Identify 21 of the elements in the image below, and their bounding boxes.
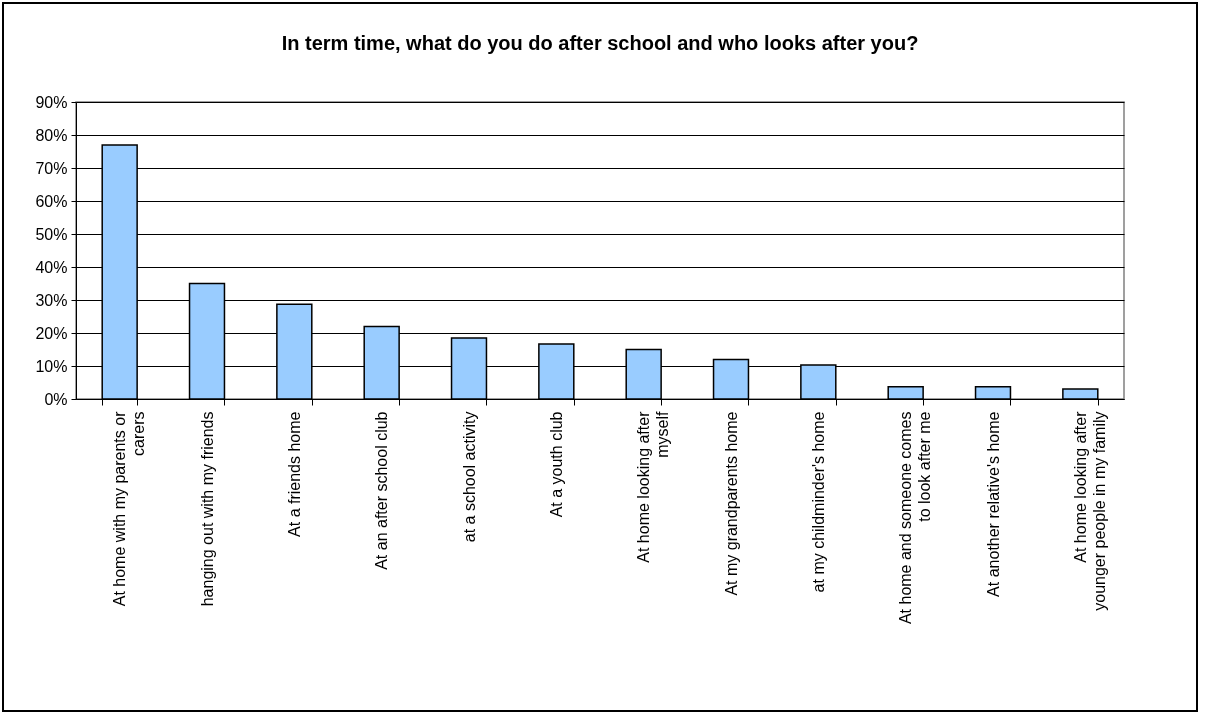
y-tick-label: 10% bbox=[35, 357, 68, 375]
x-tick-label: At home looking after myself bbox=[635, 410, 672, 563]
y-tick-label: 30% bbox=[35, 291, 68, 309]
x-tick-label: At another relative's home bbox=[984, 411, 1002, 597]
y-tick-label: 0% bbox=[44, 390, 68, 408]
x-tick-label: hanging out with my friends bbox=[198, 411, 216, 607]
y-tick-label: 50% bbox=[35, 225, 68, 243]
y-tick-label: 90% bbox=[35, 93, 68, 111]
chart-title: In term time, what do you do after school and who looks after you? bbox=[281, 32, 919, 54]
y-tick-label: 60% bbox=[35, 192, 68, 210]
x-tick-label: At a friends home bbox=[285, 411, 303, 537]
x-tick-label: at a school activity bbox=[460, 411, 478, 543]
y-tick-label: 40% bbox=[35, 258, 68, 276]
y-tick-label: 70% bbox=[35, 159, 68, 177]
x-tick-label: At a youth club bbox=[547, 411, 565, 518]
x-tick-label: At home with my parents or carers bbox=[111, 410, 148, 607]
y-tick-label: 80% bbox=[35, 126, 68, 144]
x-tick-label: At an after school club bbox=[373, 411, 391, 570]
x-tick-label: At my grandparents home bbox=[722, 411, 740, 596]
y-tick-label: 20% bbox=[35, 324, 68, 342]
x-tick-label: at my childminder's home bbox=[809, 411, 827, 593]
